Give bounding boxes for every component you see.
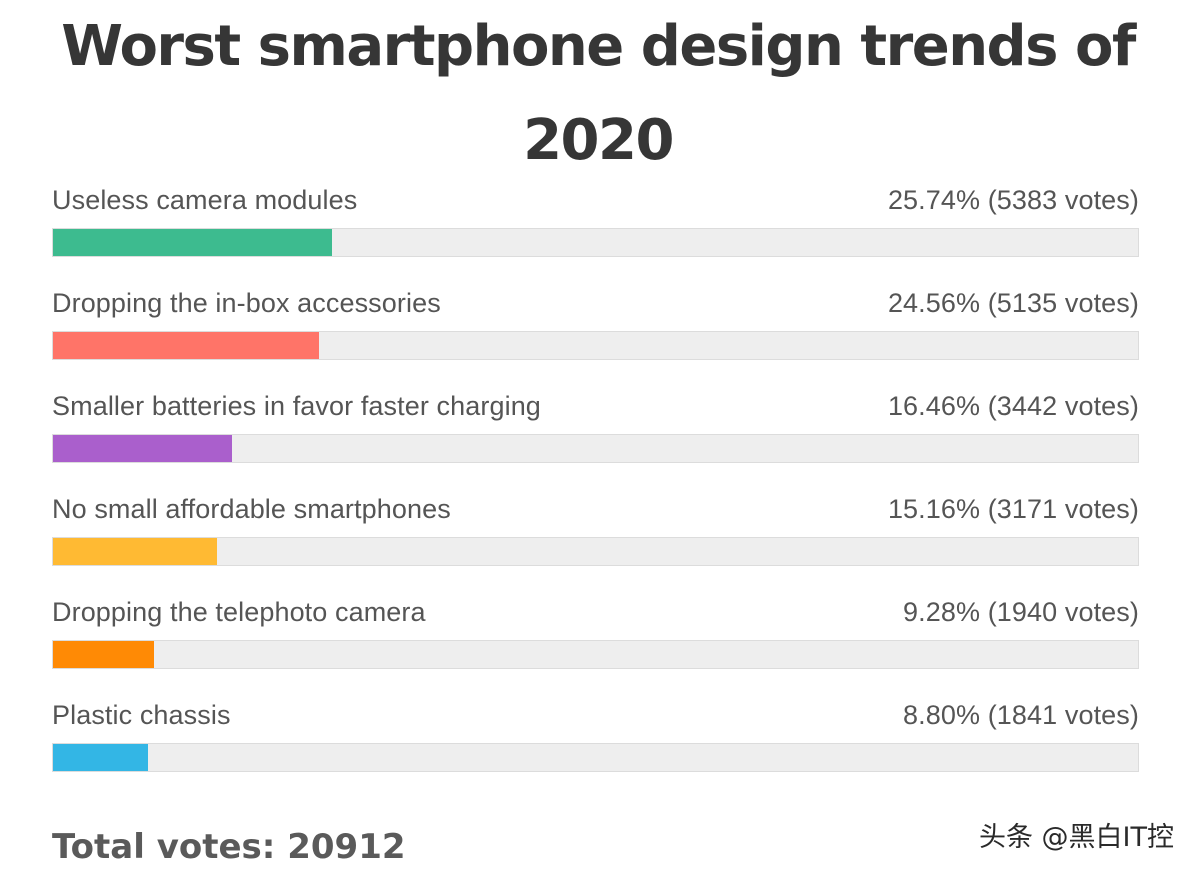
poll-option: Dropping the in-box accessories 24.56% (…	[52, 280, 1139, 383]
option-header: Dropping the telephoto camera 9.28% (194…	[52, 589, 1139, 635]
option-header: No small affordable smartphones 15.16% (…	[52, 486, 1139, 532]
bar-track	[52, 743, 1139, 772]
poll-option: No small affordable smartphones 15.16% (…	[52, 486, 1139, 589]
bar-fill	[53, 641, 154, 668]
option-result: 16.46% (3442 votes)	[887, 391, 1139, 421]
poll-option: Useless camera modules 25.74% (5383 vote…	[52, 177, 1139, 280]
option-result: 25.74% (5383 votes)	[887, 185, 1139, 215]
poll-option: Smaller batteries in favor faster chargi…	[52, 383, 1139, 486]
option-header: Smaller batteries in favor faster chargi…	[52, 383, 1139, 429]
bar-fill	[53, 229, 332, 256]
option-label: No small affordable smartphones	[52, 494, 451, 524]
poll-option: Dropping the telephoto camera 9.28% (194…	[52, 589, 1139, 692]
option-result: 15.16% (3171 votes)	[887, 494, 1139, 524]
total-votes: Total votes: 20912	[52, 827, 406, 867]
option-header: Plastic chassis 8.80% (1841 votes)	[52, 692, 1139, 738]
option-label: Useless camera modules	[52, 185, 358, 215]
option-header: Dropping the in-box accessories 24.56% (…	[52, 280, 1139, 326]
bar-track	[52, 434, 1139, 463]
option-label: Dropping the telephoto camera	[52, 597, 426, 627]
option-result: 24.56% (5135 votes)	[887, 288, 1139, 318]
watermark: 头条 @黑白IT控	[978, 822, 1174, 853]
bar-track	[52, 228, 1139, 257]
option-header: Useless camera modules 25.74% (5383 vote…	[52, 177, 1139, 223]
poll-title: Worst smartphone design trends of 2020	[61, 14, 1136, 173]
bar-fill	[53, 744, 148, 771]
bar-fill	[53, 435, 232, 462]
option-label: Smaller batteries in favor faster chargi…	[52, 391, 541, 421]
poll-option: Plastic chassis 8.80% (1841 votes)	[52, 692, 1139, 795]
bar-fill	[53, 538, 217, 565]
poll-options-list: Useless camera modules 25.74% (5383 vote…	[52, 177, 1139, 795]
bar-track	[52, 331, 1139, 360]
option-label: Plastic chassis	[52, 700, 231, 730]
option-result: 8.80% (1841 votes)	[903, 700, 1139, 730]
bar-track	[52, 537, 1139, 566]
option-result: 9.28% (1940 votes)	[903, 597, 1139, 627]
option-label: Dropping the in-box accessories	[52, 288, 441, 318]
bar-track	[52, 640, 1139, 669]
bar-fill	[53, 332, 319, 359]
